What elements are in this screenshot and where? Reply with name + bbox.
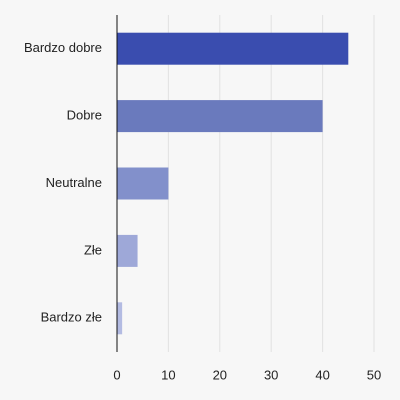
x-tick-label: 50 xyxy=(367,367,381,382)
bar xyxy=(117,234,138,267)
x-tick-label: 20 xyxy=(213,367,227,382)
y-tick-label: Dobre xyxy=(67,108,102,123)
y-tick-label: Bardzo złe xyxy=(41,310,102,325)
x-tick-label: 0 xyxy=(113,367,120,382)
y-tick-label: Złe xyxy=(84,242,102,257)
x-tick-label: 40 xyxy=(315,367,329,382)
y-tick-label: Neutralne xyxy=(46,175,102,190)
bar xyxy=(117,302,123,335)
bar xyxy=(117,100,323,133)
x-tick-label: 30 xyxy=(264,367,278,382)
bar xyxy=(117,167,169,200)
bar xyxy=(117,32,349,65)
y-tick-label: Bardzo dobre xyxy=(24,40,102,55)
x-tick-label: 10 xyxy=(161,367,175,382)
